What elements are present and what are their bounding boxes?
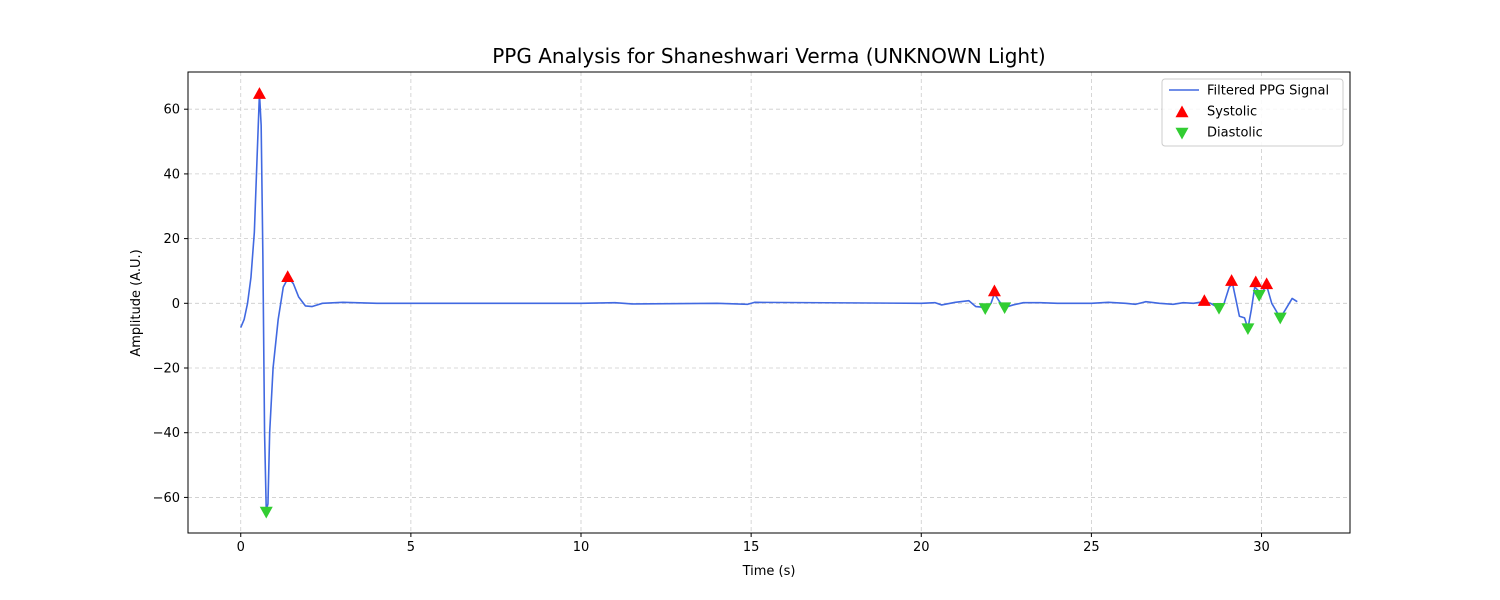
diastolic-marker bbox=[978, 303, 992, 315]
systolic-marker bbox=[281, 270, 295, 282]
series-line-filtered-ppg bbox=[240, 92, 1298, 512]
diastolic-marker bbox=[998, 302, 1012, 315]
legend-label: Diastolic bbox=[1207, 126, 1263, 141]
legend-swatch-marker bbox=[1175, 105, 1189, 118]
systolic-marker bbox=[1249, 275, 1263, 288]
diastolic-marker bbox=[1273, 312, 1287, 325]
diastolic-marker bbox=[1252, 290, 1266, 302]
x-axis-label: Time (s) bbox=[742, 564, 796, 579]
y-tick-label: 0 bbox=[172, 297, 180, 312]
diastolic-marker bbox=[1241, 323, 1255, 336]
x-tick-label: 20 bbox=[913, 540, 930, 555]
y-tick-label: −20 bbox=[153, 362, 180, 377]
legend-frame bbox=[1161, 78, 1344, 147]
x-tick-label: 30 bbox=[1253, 540, 1270, 555]
y-tick-label: 20 bbox=[163, 232, 180, 247]
x-tick-label: 15 bbox=[743, 540, 760, 555]
systolic-marker bbox=[1197, 294, 1211, 306]
x-tick-label: 5 bbox=[407, 540, 415, 555]
diastolic-marker bbox=[1212, 302, 1226, 315]
legend: Filtered PPG Signal Systolic Diastolic bbox=[1161, 78, 1344, 147]
legend-label: Filtered PPG Signal bbox=[1207, 84, 1329, 99]
x-tick-label: 25 bbox=[1083, 540, 1100, 555]
axis-ticks: 0 5 10 15 20 25 30 −60 −40 −20 0 20 40 60 bbox=[153, 103, 1270, 555]
systolic-marker bbox=[1225, 274, 1239, 286]
diastolic-marker bbox=[259, 506, 273, 519]
systolic-marker bbox=[987, 284, 1001, 297]
y-tick-label: 60 bbox=[163, 103, 180, 118]
plot-area-frame bbox=[187, 71, 1351, 534]
systolic-marker bbox=[1260, 277, 1274, 290]
y-axis-label: Amplitude (A.U.) bbox=[129, 249, 144, 356]
x-tick-label: 0 bbox=[237, 540, 245, 555]
legend-swatch-marker bbox=[1175, 127, 1189, 140]
y-tick-label: −40 bbox=[153, 426, 180, 441]
series-layer bbox=[240, 87, 1298, 519]
y-tick-label: 40 bbox=[163, 167, 180, 182]
legend-label: Systolic bbox=[1207, 105, 1257, 120]
y-tick-label: −60 bbox=[153, 491, 180, 506]
chart-title: PPG Analysis for Shaneshwari Verma (UNKN… bbox=[492, 44, 1045, 68]
systolic-marker bbox=[252, 87, 266, 99]
x-tick-label: 10 bbox=[573, 540, 590, 555]
